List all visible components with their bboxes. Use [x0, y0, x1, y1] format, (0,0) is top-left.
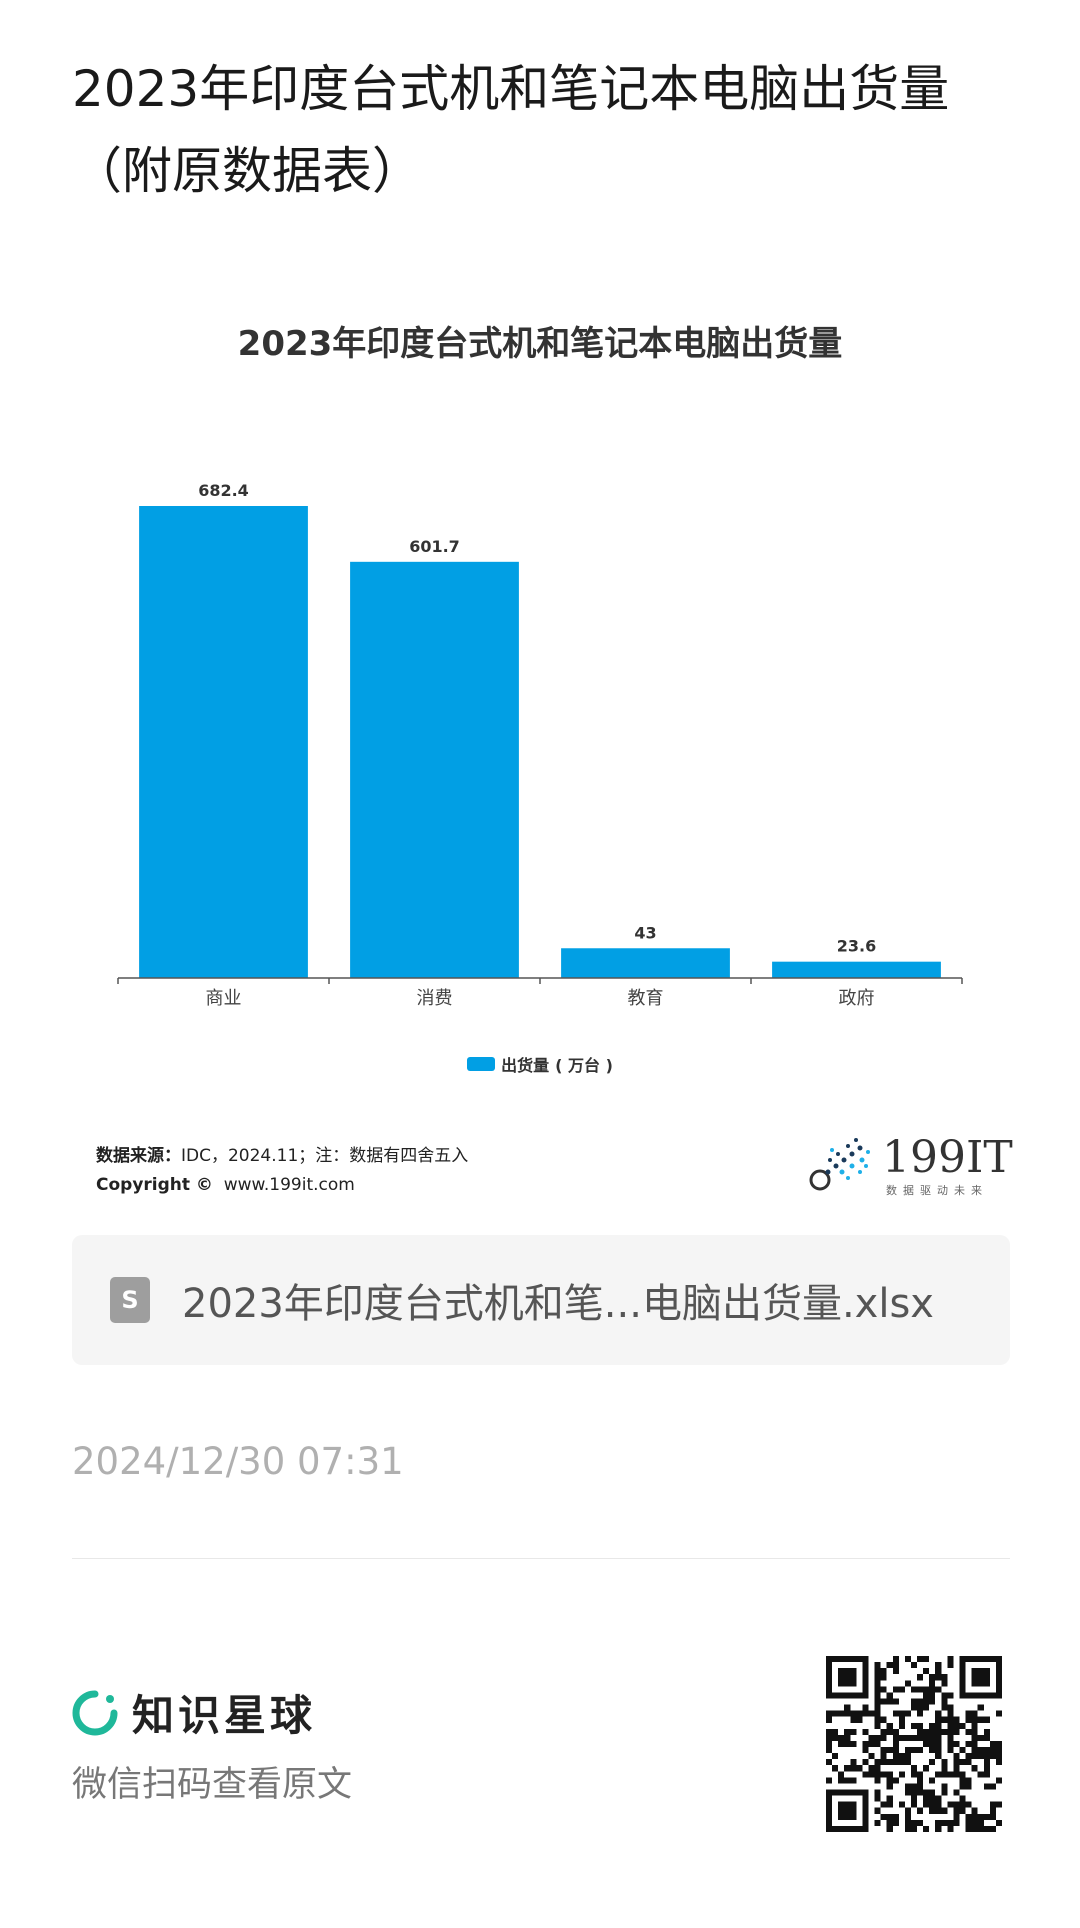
data-label: 43 [634, 923, 656, 942]
bar [350, 561, 519, 978]
scan-instruction: 微信扫码查看原文 [72, 1765, 353, 1805]
bar-chart: 682.4 商业 601.7 消费 43 教育 23.6 政府 [117, 481, 963, 1009]
page-title: 2023年印度台式机和笔记本电脑出货量（附原数据表） [72, 60, 950, 200]
chart-title: 2023年印度台式机和笔记本电脑出货量 [237, 324, 843, 364]
copyright-url: www.199it.com [223, 1175, 355, 1195]
data-label: 682.4 [198, 481, 249, 500]
legend-unit: ( 万台 ) [555, 1056, 613, 1075]
dandelion-logo-icon [809, 1138, 870, 1191]
legend-swatch [467, 1057, 496, 1071]
bar [139, 506, 308, 978]
bar [561, 948, 730, 978]
brand-row: 知识星球 [72, 1682, 316, 1743]
source-block: 数据来源：IDC，2024.11；注：数据有四舍五入 Copyright © w… [96, 1142, 468, 1200]
x-tick-label: 政府 [839, 988, 875, 1009]
qr-code-icon [826, 1656, 1002, 1832]
post-timestamp: 2024/12/30 07:31 [72, 1440, 404, 1483]
logo-199it: 199IT 数据驱动未来 [808, 1132, 1013, 1202]
divider [72, 1558, 1010, 1559]
logo-text: 199IT [882, 1132, 1013, 1183]
data-label: 23.6 [837, 937, 876, 956]
source-label: 数据来源： [96, 1146, 181, 1166]
zsxq-ring-icon [72, 1690, 118, 1735]
brand-name: 知识星球 [132, 1691, 317, 1740]
copyright-label: Copyright © [96, 1175, 213, 1195]
copyright-line: Copyright © www.199it.com [96, 1171, 468, 1200]
spreadsheet-file-icon: S [110, 1277, 150, 1323]
data-label: 601.7 [409, 537, 460, 556]
logo-tagline: 数据驱动未来 [886, 1184, 988, 1197]
source-text: IDC，2024.11；注：数据有四舍五入 [181, 1146, 469, 1166]
x-tick-label: 消费 [417, 988, 453, 1009]
attachment-filename: 2023年印度台式机和笔...电脑出货量.xlsx [182, 1281, 934, 1327]
bar [772, 961, 941, 978]
x-tick-label: 商业 [206, 988, 242, 1009]
legend-label: 出货量 [501, 1056, 550, 1075]
attachment-card[interactable]: S 2023年印度台式机和笔...电脑出货量.xlsx [72, 1235, 1010, 1365]
x-tick-label: 教育 [628, 988, 664, 1009]
source-line: 数据来源：IDC，2024.11；注：数据有四舍五入 [96, 1142, 468, 1171]
chart-legend: 出货量 ( 万台 ) [0, 1052, 1080, 1076]
